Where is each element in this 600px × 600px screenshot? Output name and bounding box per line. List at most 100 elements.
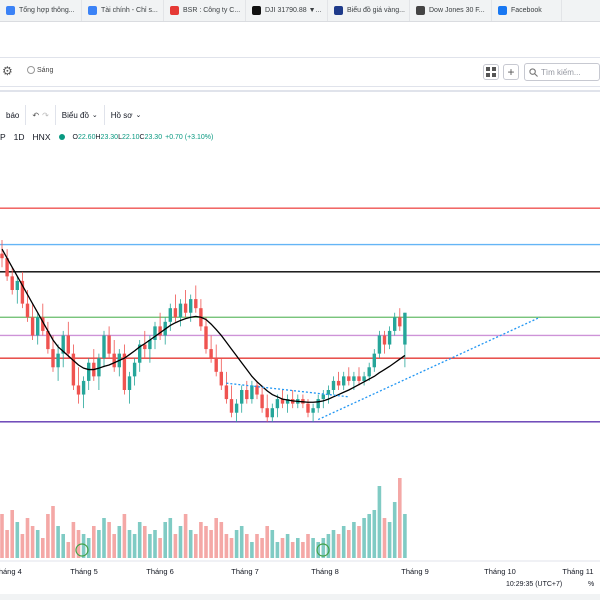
candle-body xyxy=(347,376,351,381)
alert-button[interactable]: báo xyxy=(0,105,27,125)
volume-bar xyxy=(168,518,173,558)
volume-bar xyxy=(224,534,229,558)
candle-body xyxy=(204,326,208,350)
volume-bar xyxy=(285,534,290,558)
percent-toggle[interactable]: % xyxy=(588,581,595,588)
ticker-label[interactable]: P xyxy=(0,132,6,142)
volume-bar xyxy=(81,534,86,558)
volume-bar xyxy=(148,534,152,558)
theme-toggle-label: Sáng xyxy=(37,66,54,74)
candle-body xyxy=(234,403,239,413)
volume-bar xyxy=(275,542,280,558)
candle-body xyxy=(51,349,55,368)
profile-menu-button[interactable]: Hồ sơ ⌄ xyxy=(105,105,148,125)
volume-bar xyxy=(214,518,218,558)
redo-icon[interactable]: ↷ xyxy=(42,110,49,120)
volume-bar xyxy=(76,530,81,558)
candle-body xyxy=(41,317,45,331)
candle-body xyxy=(178,303,183,318)
volume-bar xyxy=(326,534,331,558)
volume-bar xyxy=(178,526,183,558)
candle-body xyxy=(66,335,70,354)
bookmark-item[interactable]: Tài chính - Chỉ s... xyxy=(82,0,164,21)
volume-bar xyxy=(245,534,249,558)
profile-menu-label: Hồ sơ xyxy=(110,110,133,120)
dj-icon xyxy=(416,6,425,15)
open-value: 22.60 xyxy=(77,133,96,141)
volume-bar xyxy=(403,514,407,558)
volume-bar xyxy=(183,514,188,558)
candle-body xyxy=(362,376,366,381)
chart-menu-button[interactable]: Biểu đồ ⌄ xyxy=(56,105,105,125)
ohlc-values: O 22.60 H 23.30 L 22.10 C 23.30 +0.70 (+3.10… xyxy=(73,134,214,141)
facebook-icon xyxy=(498,6,507,15)
add-button[interactable]: + xyxy=(503,64,519,80)
bookmark-item[interactable]: Tổng hợp thông... xyxy=(0,0,82,21)
status-bar: 10:29:35 (UTC+7) % xyxy=(0,578,600,594)
volume-bar xyxy=(66,542,71,558)
interval-label[interactable]: 1D xyxy=(13,132,25,142)
candle-body xyxy=(194,299,198,309)
volume-bar xyxy=(296,538,300,558)
theme-toggle[interactable]: Sáng xyxy=(27,66,53,74)
volume-bar xyxy=(321,538,326,558)
x-tick-label: Tháng 5 xyxy=(70,567,98,576)
bookmark-label: Tổng hợp thông... xyxy=(19,7,75,14)
bookmark-label: Dow Jones 30 F... xyxy=(429,7,485,14)
volume-bar xyxy=(341,526,346,558)
volume-bar xyxy=(51,506,55,558)
volume-bar xyxy=(219,522,224,558)
candle-body xyxy=(214,358,218,372)
toggle-knob xyxy=(27,66,35,74)
bookmark-label: BSR : Công ty C... xyxy=(183,7,241,14)
chart-menu-label: Biểu đồ xyxy=(61,110,89,120)
candle-body xyxy=(229,399,234,413)
trend-line xyxy=(226,382,349,398)
volume-bar xyxy=(112,534,116,558)
candle-body xyxy=(153,326,157,340)
bookmark-item[interactable]: Biểu đồ giá vàng... xyxy=(328,0,410,21)
bookmark-item[interactable]: Dow Jones 30 F... xyxy=(410,0,492,21)
bsr-icon xyxy=(170,6,179,15)
gear-icon[interactable]: ⚙ xyxy=(2,64,13,78)
trend-line xyxy=(317,316,541,421)
search-input[interactable]: Tìm kiếm... xyxy=(524,63,600,81)
volume-bar xyxy=(102,518,106,558)
candle-body xyxy=(0,253,4,259)
volume-bar xyxy=(209,530,213,558)
volume-bar xyxy=(30,526,35,558)
high-label: H xyxy=(95,133,101,141)
candle-body xyxy=(260,394,264,409)
bookmark-item[interactable]: BSR : Công ty C... xyxy=(164,0,246,21)
candle-body xyxy=(143,344,147,350)
price-chart[interactable]: Tháng 4 Tháng 5 Tháng 6 Tháng 7 Tháng 8 Tháng… xyxy=(0,150,600,580)
chevron-down-icon: ⌄ xyxy=(135,112,142,119)
undo-redo: ↶ ↷ xyxy=(26,105,56,125)
volume-bar xyxy=(137,522,142,558)
moving-average-line xyxy=(1,248,406,403)
candle-body xyxy=(336,380,341,386)
candle-body xyxy=(331,380,336,390)
candle-body xyxy=(240,390,244,404)
undo-icon[interactable]: ↶ xyxy=(32,110,40,120)
candle-body xyxy=(265,408,269,418)
candle-body xyxy=(158,326,162,336)
candle-body xyxy=(275,399,280,409)
volume-bar xyxy=(372,510,377,558)
layout-grid-button[interactable] xyxy=(483,64,499,80)
volume-bar xyxy=(331,530,336,558)
x-tick-label: Tháng 7 xyxy=(231,567,259,576)
volume-bar xyxy=(56,526,60,558)
candle-body xyxy=(255,385,259,395)
candle-body xyxy=(316,399,320,409)
bookmark-item[interactable]: Facebook xyxy=(492,0,562,21)
bookmark-item[interactable]: DJI 31790.88 ▼... xyxy=(246,0,328,21)
volume-bar xyxy=(229,538,234,558)
event-marker-icon xyxy=(75,543,89,557)
candle-body xyxy=(311,408,315,413)
volume-bar xyxy=(387,522,392,558)
candle-body xyxy=(209,349,213,359)
volume-bar xyxy=(71,522,76,558)
x-tick-label: Tháng 8 xyxy=(311,567,339,576)
candle-body xyxy=(30,317,35,336)
